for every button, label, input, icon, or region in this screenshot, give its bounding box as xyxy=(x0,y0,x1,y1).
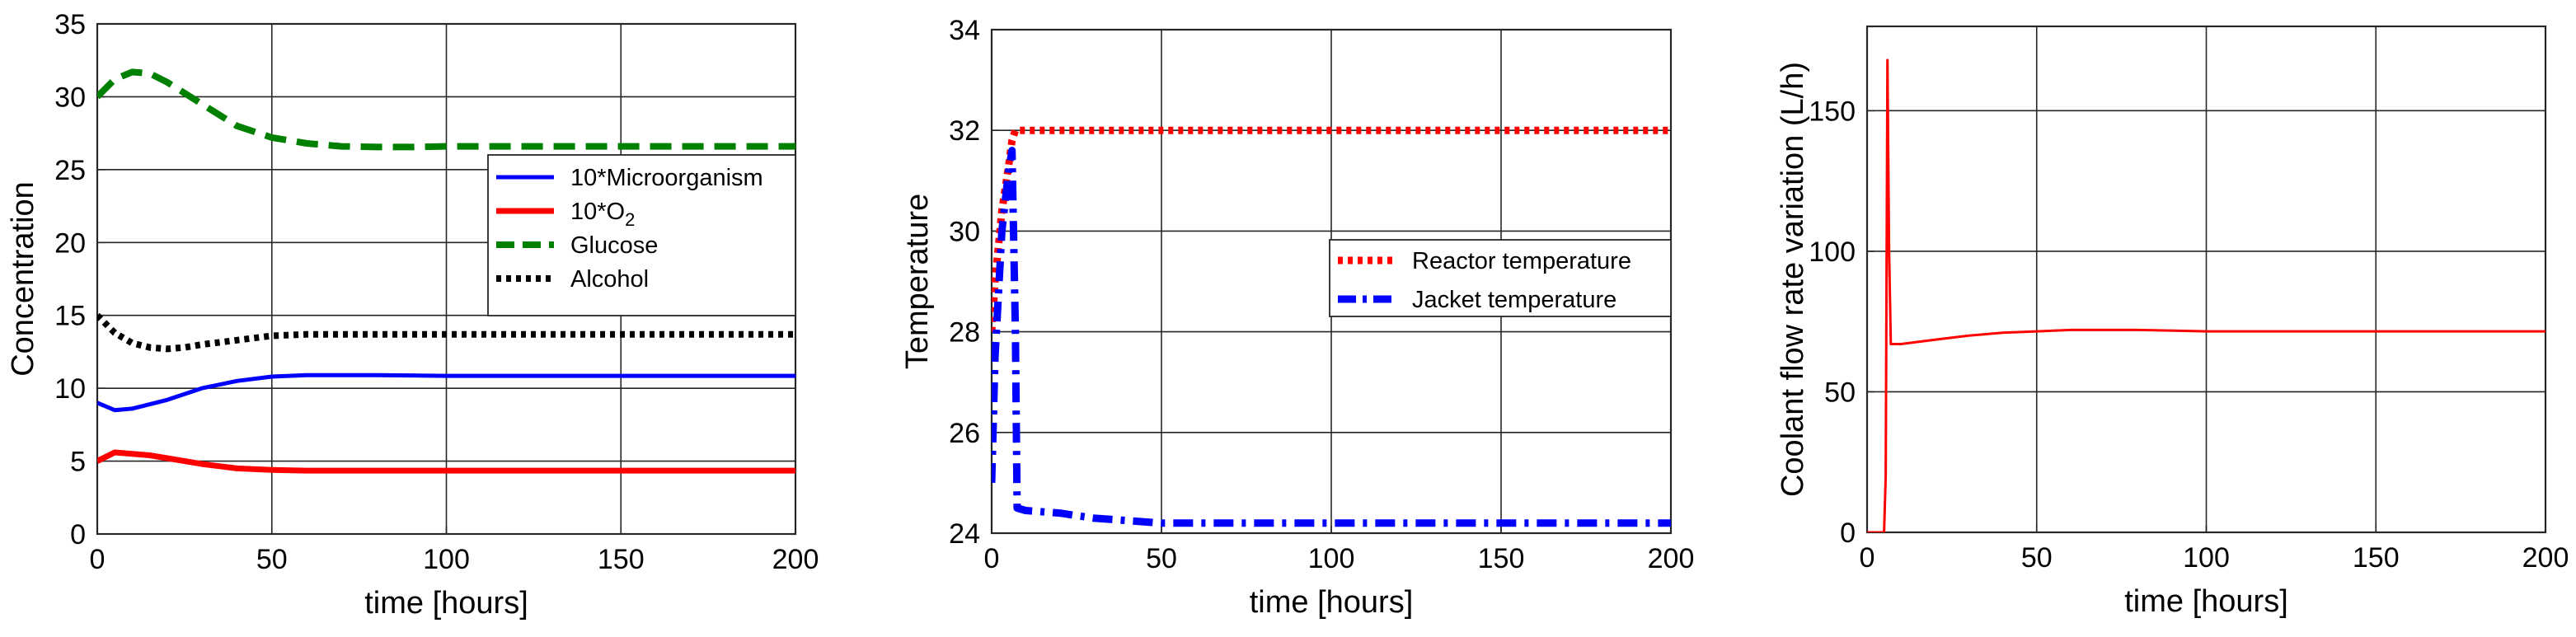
series-line-alcohol xyxy=(97,312,795,353)
y-tick-label: 50 xyxy=(1824,377,1856,408)
y-tick-label: 100 xyxy=(1809,237,1856,268)
y-tick-label: 26 xyxy=(949,418,980,449)
series-line-10-o xyxy=(97,449,795,474)
y-tick-label: 30 xyxy=(949,216,980,247)
x-tick-label: 150 xyxy=(2353,542,2400,574)
y-tick-label: 25 xyxy=(54,155,86,186)
x-tick-label: 50 xyxy=(256,544,288,575)
legend-label-subscript: 2 xyxy=(625,209,635,230)
x-tick-label: 100 xyxy=(423,544,470,575)
y-tick-label: 20 xyxy=(54,227,86,259)
x-tick-label: 0 xyxy=(984,543,1000,574)
y-tick-label: 30 xyxy=(54,82,86,113)
x-axis-label: time [hours] xyxy=(2124,584,2288,619)
series-line-glucose xyxy=(97,68,795,151)
legend-label: Jacket temperature xyxy=(1412,287,1616,313)
y-tick-label: 34 xyxy=(949,15,980,46)
x-tick-label: 50 xyxy=(1146,543,1177,574)
x-tick-label: 200 xyxy=(1648,543,1695,574)
series-line-series xyxy=(1867,59,2546,532)
x-tick-label: 200 xyxy=(2522,542,2569,574)
x-tick-label: 150 xyxy=(1478,543,1525,574)
y-tick-label: 10 xyxy=(54,373,86,405)
y-tick-label: 0 xyxy=(1840,518,1856,549)
x-tick-label: 0 xyxy=(1860,542,1875,574)
legend-box xyxy=(1329,239,1672,317)
y-tick-label: 0 xyxy=(70,519,86,550)
legend-label: 10*O2 xyxy=(570,199,635,230)
concentration-panel: 0 50 100 150 200 0 5 10 15 20 25 30 35 time [hours] Co… xyxy=(6,9,819,621)
x-tick-label: 100 xyxy=(1308,543,1355,574)
x-axis-label: time [hours] xyxy=(364,586,528,621)
y-tick-label: 150 xyxy=(1809,96,1856,127)
y-axis-label: Concentration xyxy=(6,181,40,377)
y-tick-label: 24 xyxy=(949,518,980,550)
x-axis-label: time [hours] xyxy=(1250,585,1414,620)
series-line-jacket-temperature xyxy=(992,147,1671,527)
y-axis-label: Coolant flow rate variation (L/h) xyxy=(1776,62,1810,497)
legend: Reactor temperature Jacket temperature xyxy=(1329,239,1672,317)
x-tick-label: 200 xyxy=(772,544,819,575)
legend-label: Reactor temperature xyxy=(1412,248,1631,274)
y-tick-label: 15 xyxy=(54,301,86,332)
legend-box xyxy=(487,154,796,316)
y-axis-label: Temperature xyxy=(900,194,935,369)
legend-label: 10*Microorganism xyxy=(570,165,763,191)
y-tick-label: 28 xyxy=(949,317,980,349)
y-tick-label: 5 xyxy=(70,447,86,478)
legend-label: Glucose xyxy=(570,232,658,259)
x-tick-label: 0 xyxy=(90,544,106,575)
coolant-flow-panel: 0 50 100 150 200 0 50 100 150 time [hours] Coolant… xyxy=(1776,25,2569,619)
x-tick-label: 100 xyxy=(2183,542,2230,574)
series-line-10-microorganism xyxy=(97,372,795,413)
legend-label: Alcohol xyxy=(570,266,649,293)
y-tick-label: 32 xyxy=(949,115,980,147)
y-tick-label: 35 xyxy=(54,9,86,40)
x-tick-label: 50 xyxy=(2021,542,2053,574)
temperature-panel: 0 50 100 150 200 24 26 28 30 32 34 time [hours] Temp… xyxy=(900,15,1694,620)
x-tick-label: 150 xyxy=(598,544,645,575)
